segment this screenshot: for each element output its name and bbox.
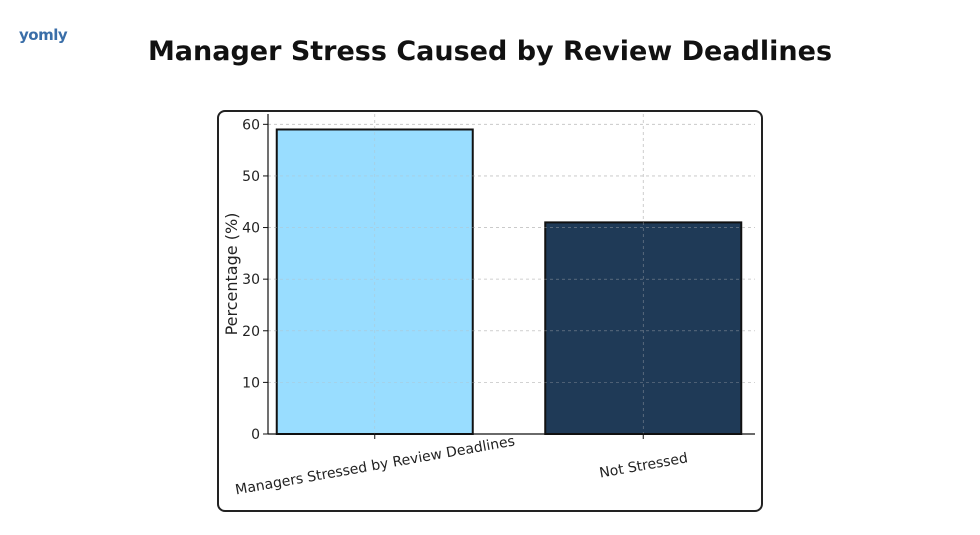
y-tick-label: 0 — [251, 427, 260, 443]
y-tick-label: 10 — [242, 375, 260, 391]
brand-logo: yomly — [19, 26, 68, 44]
y-tick-label: 20 — [242, 324, 260, 340]
y-axis-label: Percentage (%) — [222, 213, 241, 336]
y-tick-label: 50 — [242, 169, 260, 185]
y-tick-label: 30 — [242, 272, 260, 288]
chart-title: Manager Stress Caused by Review Deadline… — [147, 36, 833, 67]
x-tick-label: Not Stressed — [598, 450, 689, 481]
y-tick-label: 60 — [242, 117, 260, 133]
y-tick-label: 40 — [242, 221, 260, 237]
x-tick-label: Managers Stressed by Review Deadlines — [234, 433, 516, 498]
